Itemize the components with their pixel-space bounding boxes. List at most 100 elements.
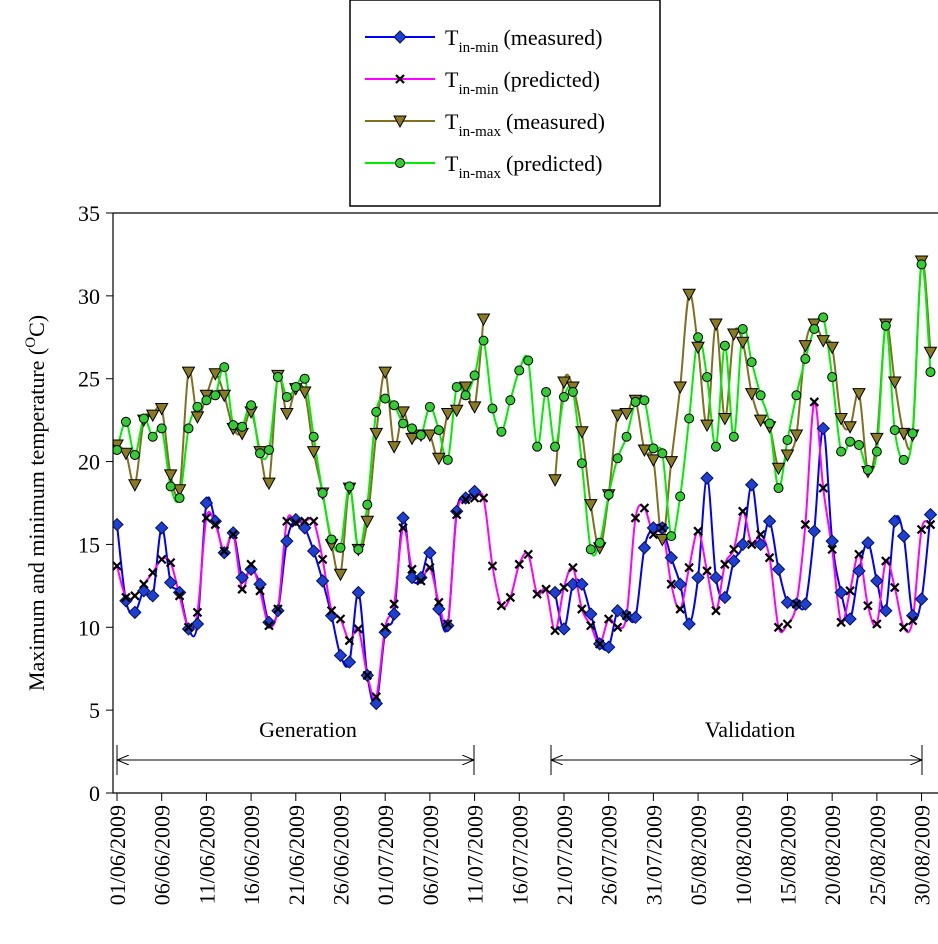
marker — [816, 335, 831, 348]
marker — [862, 464, 873, 475]
marker — [923, 507, 938, 522]
marker — [791, 599, 802, 609]
marker — [907, 428, 918, 439]
marker — [639, 395, 650, 406]
x-tick-label: 06/07/2009 — [418, 805, 443, 905]
marker — [282, 516, 292, 527]
marker — [789, 429, 804, 443]
marker — [120, 416, 131, 427]
marker — [586, 620, 596, 631]
marker — [923, 346, 938, 360]
marker — [460, 390, 471, 401]
marker — [425, 562, 435, 573]
marker — [130, 591, 140, 601]
marker — [147, 567, 158, 578]
marker — [702, 566, 712, 576]
y-axis-title-text: Maximum and minimum temperature ( — [24, 348, 49, 691]
marker — [291, 518, 301, 528]
marker — [210, 519, 221, 530]
marker — [281, 391, 292, 402]
marker — [369, 696, 383, 711]
legend-label-part: T — [445, 109, 459, 134]
marker — [916, 524, 927, 535]
marker — [655, 533, 670, 547]
marker — [836, 617, 846, 628]
marker — [762, 514, 777, 528]
marker — [335, 542, 346, 553]
plot-area — [113, 255, 938, 711]
marker — [861, 536, 875, 550]
legend-label: Tin-max (measured) — [445, 109, 605, 140]
axis-frame — [112, 212, 938, 794]
marker — [798, 340, 813, 353]
x-tick-label: 30/08/2009 — [910, 805, 935, 905]
marker — [458, 381, 473, 395]
y-tick-label: 20 — [78, 450, 100, 475]
marker — [664, 550, 678, 565]
marker — [237, 421, 248, 432]
marker — [693, 526, 703, 536]
legend-label-part: (predicted) — [503, 67, 600, 92]
marker — [476, 313, 491, 327]
marker — [163, 575, 178, 590]
marker — [666, 531, 677, 542]
x-tick-label: 26/07/2009 — [597, 805, 622, 905]
marker — [514, 365, 525, 376]
marker — [736, 537, 750, 552]
marker — [541, 584, 551, 594]
marker — [771, 462, 786, 476]
marker — [449, 504, 464, 518]
y-tick-label: 25 — [78, 367, 100, 392]
marker — [737, 324, 748, 334]
legend-label-part: T — [445, 25, 459, 50]
marker — [807, 524, 821, 538]
marker — [630, 396, 641, 407]
marker — [306, 446, 321, 459]
marker — [451, 382, 462, 392]
marker — [289, 512, 303, 527]
marker — [863, 600, 873, 611]
marker — [523, 355, 534, 366]
marker — [682, 617, 696, 631]
marker — [925, 367, 936, 378]
marker — [852, 388, 866, 401]
marker — [700, 419, 714, 433]
marker — [816, 421, 830, 436]
marker — [755, 529, 766, 540]
marker — [673, 577, 687, 591]
marker — [460, 494, 471, 505]
marker — [154, 521, 169, 535]
marker — [344, 481, 355, 492]
legend-label: Tin-max (predicted) — [445, 151, 602, 182]
marker — [691, 570, 705, 585]
marker — [693, 332, 704, 343]
marker — [914, 592, 929, 606]
y-tick-label: 5 — [89, 698, 100, 723]
marker — [753, 414, 768, 428]
marker — [773, 483, 784, 494]
marker — [129, 449, 140, 460]
marker — [469, 493, 480, 503]
marker — [818, 312, 829, 323]
marker — [201, 513, 212, 523]
legend-label-part: (measured) — [506, 109, 605, 134]
marker — [317, 488, 328, 499]
marker — [898, 454, 909, 465]
y-tick-label: 10 — [78, 615, 100, 640]
marker — [395, 74, 405, 84]
marker — [174, 591, 185, 601]
marker — [434, 597, 444, 608]
marker — [889, 582, 900, 593]
marker — [119, 594, 133, 608]
x-tick-label: 01/07/2009 — [373, 805, 398, 905]
y-axis-title: Maximum and minimum temperature (OC) — [23, 315, 49, 691]
marker — [165, 481, 176, 492]
marker — [246, 400, 257, 411]
marker — [702, 372, 713, 383]
marker — [726, 328, 741, 342]
legend-label-part: T — [445, 151, 459, 176]
marker — [469, 370, 480, 381]
marker — [113, 561, 122, 571]
marker — [870, 432, 884, 446]
marker — [637, 541, 652, 555]
